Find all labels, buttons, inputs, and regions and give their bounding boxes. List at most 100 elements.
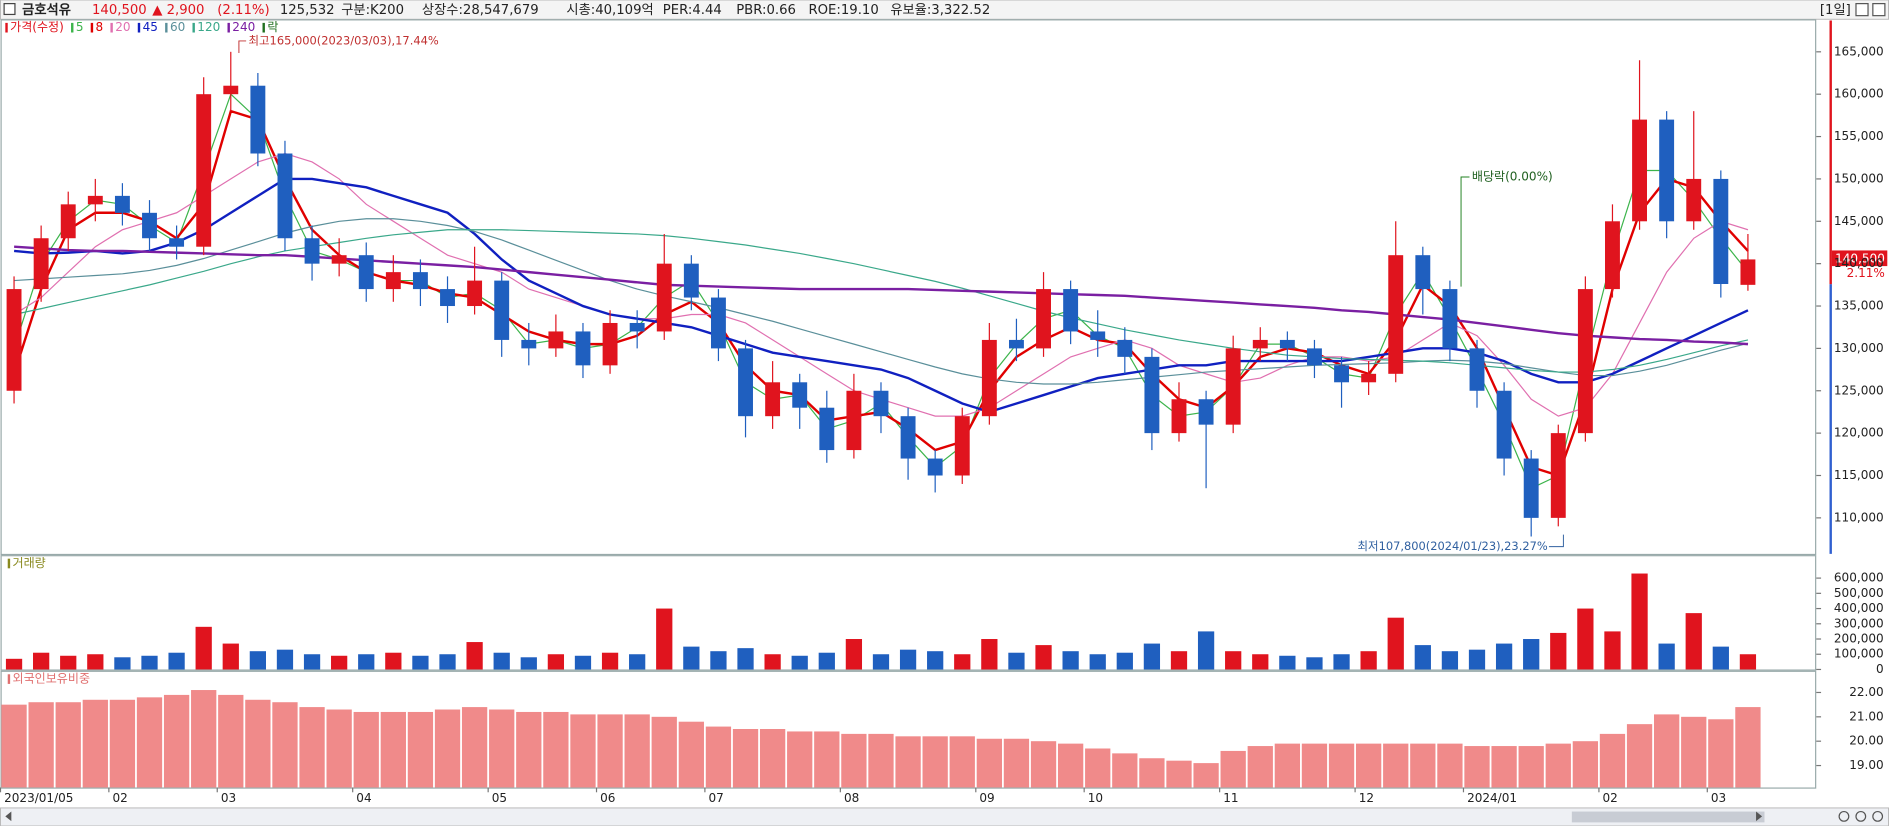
volume-bar bbox=[1008, 652, 1025, 670]
x-tick-label: 03 bbox=[1711, 791, 1726, 805]
panel-title: 외국인보유비중 bbox=[13, 672, 90, 686]
candle-body bbox=[738, 348, 753, 417]
ratio-bar bbox=[1654, 714, 1680, 788]
y-tick-label: 110,000 bbox=[1834, 510, 1884, 524]
scroll-right[interactable] bbox=[1756, 811, 1763, 822]
ratio-bar bbox=[759, 729, 786, 788]
x-tick-label: 02 bbox=[1603, 791, 1618, 805]
scroll-left[interactable] bbox=[5, 811, 12, 822]
ratio-bar bbox=[922, 736, 948, 788]
y-tick-label: 115,000 bbox=[1834, 468, 1884, 482]
volume-bar bbox=[1712, 646, 1729, 670]
legend-price-swatch bbox=[5, 22, 8, 33]
candle-body bbox=[954, 416, 970, 476]
high-arrow bbox=[238, 40, 247, 53]
candle-body bbox=[277, 153, 293, 239]
legend-dividend: 락 bbox=[267, 20, 278, 34]
y-tick-label: 120,000 bbox=[1834, 426, 1884, 440]
volume-bar bbox=[764, 654, 781, 670]
ratio-bar bbox=[814, 731, 840, 788]
legend-item: 5 bbox=[76, 20, 84, 34]
ma-line bbox=[14, 245, 1749, 346]
zoom-out[interactable] bbox=[1838, 810, 1850, 822]
y-tick-label: 0 bbox=[1876, 662, 1884, 676]
volume-bar bbox=[1333, 654, 1350, 670]
pbr: PBR:0.66 bbox=[736, 3, 796, 18]
window-button[interactable] bbox=[1855, 3, 1869, 17]
ratio-bar bbox=[407, 711, 434, 788]
candle-body bbox=[1008, 339, 1024, 349]
volume-bar bbox=[1062, 651, 1079, 670]
candle-body bbox=[981, 339, 997, 417]
close-button[interactable] bbox=[1872, 3, 1886, 17]
ratio-bar bbox=[624, 714, 650, 788]
candle-body bbox=[602, 322, 618, 366]
candle-body bbox=[412, 272, 428, 290]
legend-item-swatch bbox=[110, 22, 113, 33]
volume-bar bbox=[1387, 617, 1404, 670]
candle-body bbox=[1496, 390, 1512, 459]
candle-body bbox=[1740, 259, 1756, 285]
ma-line bbox=[13, 177, 1749, 414]
volume-bar bbox=[1577, 608, 1594, 670]
ratio-bar bbox=[1681, 716, 1707, 788]
ratio-bar bbox=[732, 729, 759, 788]
ratio-bar bbox=[299, 707, 325, 788]
panel-title-mark bbox=[7, 674, 11, 684]
volume-bar bbox=[33, 652, 50, 670]
volume-frame bbox=[0, 555, 1817, 671]
ratio-bar bbox=[1112, 753, 1138, 788]
volume-bar bbox=[629, 654, 646, 670]
ratio-bar bbox=[326, 709, 352, 788]
scroll-thumb[interactable] bbox=[1571, 811, 1765, 823]
y-tick-label: 145,000 bbox=[1834, 214, 1884, 228]
ratio-bar bbox=[191, 690, 217, 788]
ratio-bar bbox=[516, 711, 542, 788]
period[interactable]: [1일] bbox=[1820, 2, 1851, 18]
ratio-bar bbox=[1003, 738, 1030, 788]
volume-bar bbox=[1143, 643, 1161, 670]
candle-body bbox=[331, 255, 347, 264]
candle-body bbox=[1686, 178, 1702, 222]
volume-bar bbox=[954, 654, 971, 670]
zoom-in[interactable] bbox=[1855, 810, 1867, 822]
candle-body bbox=[1388, 255, 1404, 374]
ratio-bar bbox=[1, 704, 27, 788]
volume-bar bbox=[845, 639, 863, 670]
candle-body bbox=[494, 280, 510, 340]
candle-body bbox=[1036, 289, 1051, 349]
candle-body bbox=[765, 382, 781, 417]
volume-bar bbox=[1170, 651, 1188, 670]
reserve-ratio: 유보율:3,322.52 bbox=[890, 2, 990, 18]
legend-item-swatch bbox=[90, 22, 94, 33]
volume-bar bbox=[981, 639, 998, 670]
x-tick-label: 05 bbox=[492, 791, 507, 805]
ratio-bar bbox=[1708, 719, 1734, 788]
ratio-bar bbox=[245, 699, 271, 788]
candle-body bbox=[792, 382, 808, 408]
candle-body bbox=[900, 416, 916, 459]
candle-body bbox=[1415, 255, 1431, 290]
y-tick-label: 600,000 bbox=[1834, 571, 1884, 585]
ratio-bar bbox=[678, 721, 704, 788]
x-tick-label: 2024/01 bbox=[1467, 791, 1517, 805]
legend-price: 가격(수정) bbox=[10, 20, 64, 34]
volume-bar bbox=[222, 643, 239, 670]
volume-bar bbox=[899, 649, 917, 670]
candle-body bbox=[1090, 331, 1106, 340]
volume-bar bbox=[1279, 655, 1296, 670]
checkbox[interactable] bbox=[3, 3, 16, 16]
candle-body bbox=[304, 238, 320, 264]
volume-bar bbox=[791, 655, 808, 670]
candle-body bbox=[873, 390, 889, 417]
candle-body bbox=[629, 322, 645, 332]
y-tick-label: 400,000 bbox=[1834, 601, 1884, 615]
marks: 2023/01/05 02 03 04 05 06 07 08 09 10 11 12 2024/01 0… bbox=[0, 20, 1884, 805]
ratio-bar bbox=[651, 716, 677, 788]
zoom-reset[interactable] bbox=[1872, 810, 1884, 822]
volume-bar bbox=[1468, 649, 1486, 670]
legend-item: 60 bbox=[170, 20, 185, 34]
legend-item: 240 bbox=[232, 20, 255, 34]
candle-body bbox=[1279, 339, 1295, 349]
